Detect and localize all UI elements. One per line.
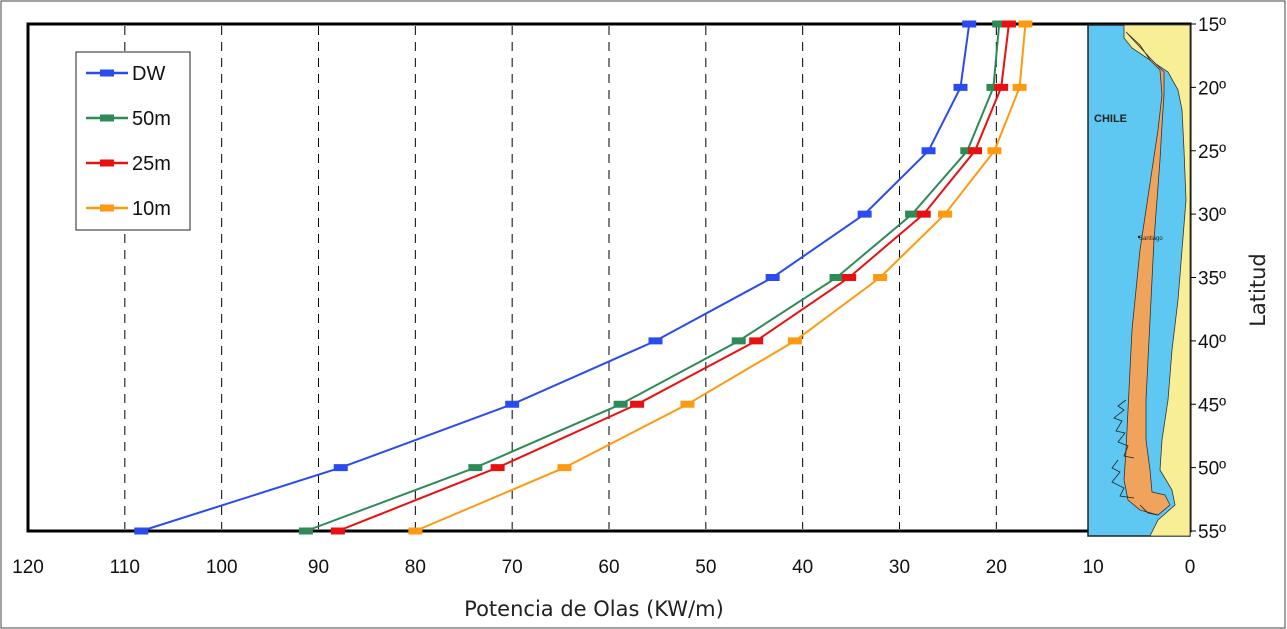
x-tick-labels: 120 110 100 90 80 70 60 50 40 30 20 10 0: [12, 557, 1195, 578]
y-tick-label: 40º: [1198, 332, 1226, 353]
x-tick-label: 70: [502, 557, 523, 578]
map-city-label: Santiago: [1139, 236, 1163, 242]
legend-label-10m: 10m: [132, 198, 171, 220]
legend-marker-50m: [100, 114, 114, 122]
y-tick-labels: 15º 20º 25º 30º 35º 40º 45º 50º 55º: [1190, 15, 1226, 543]
chile-map-inset: CHILE Santiago: [1087, 24, 1191, 537]
series-markers: [134, 20, 1033, 535]
y-tick-label: 35º: [1198, 269, 1226, 290]
legend-label-DW: DW: [132, 63, 165, 85]
data-point-25m: [490, 464, 505, 472]
y-tick-label: 45º: [1198, 395, 1226, 416]
data-point-10m: [680, 400, 695, 408]
data-point-DW: [648, 337, 663, 345]
x-tick-label: 90: [308, 557, 329, 578]
y-tick-label: 15º: [1198, 15, 1226, 36]
data-point-50m: [468, 464, 483, 472]
data-point-DW: [921, 147, 936, 155]
data-point-DW: [962, 20, 977, 28]
map-coast-islands: [1111, 399, 1159, 516]
data-point-DW: [765, 274, 780, 281]
data-point-50m: [613, 400, 628, 408]
map-country-label: CHILE: [1094, 113, 1127, 125]
map-chile: [1123, 31, 1171, 516]
data-point-25m: [630, 400, 645, 408]
data-point-DW: [857, 210, 872, 218]
data-point-10m: [1018, 20, 1033, 28]
data-point-50m: [992, 20, 1007, 28]
data-point-10m: [987, 147, 1002, 155]
legend: DW 50m 25m 10m: [75, 51, 191, 231]
data-point-DW: [953, 83, 968, 91]
data-point-50m: [986, 83, 1001, 91]
x-tick-label: 50: [695, 557, 716, 578]
data-point-50m: [731, 337, 746, 345]
y-tick-label: 20º: [1198, 78, 1226, 99]
x-tick-label: 40: [792, 557, 813, 578]
legend-box: [75, 51, 191, 231]
y-tick-label: 50º: [1198, 459, 1226, 480]
legend-marker-10m: [100, 204, 114, 212]
legend-marker-DW: [100, 69, 114, 77]
data-point-10m: [873, 274, 888, 281]
x-tick-label: 0: [1185, 557, 1196, 578]
data-point-50m: [905, 210, 920, 218]
x-tick-label: 110: [110, 557, 140, 578]
data-point-25m: [968, 147, 983, 155]
data-point-25m: [916, 210, 931, 218]
y-tick-label: 30º: [1198, 205, 1226, 226]
data-point-DW: [134, 527, 149, 535]
legend-label-50m: 50m: [132, 108, 171, 130]
data-point-25m: [842, 274, 857, 281]
x-tick-label: 100: [206, 557, 238, 578]
data-point-DW: [505, 400, 520, 408]
x-tick-label: 120: [12, 557, 44, 578]
data-point-10m: [787, 337, 802, 345]
data-point-10m: [938, 210, 953, 218]
data-point-10m: [408, 527, 423, 535]
x-tick-label: 30: [889, 557, 910, 578]
data-point-25m: [994, 83, 1009, 91]
y-tick-label: 55º: [1198, 522, 1226, 543]
x-tick-label: 80: [405, 557, 426, 578]
data-point-DW: [333, 464, 348, 472]
x-tick-label: 20: [986, 557, 1007, 578]
data-point-10m: [557, 464, 572, 472]
y-axis-title: Latitud: [1246, 253, 1270, 327]
data-point-25m: [330, 527, 345, 535]
data-point-50m: [298, 527, 313, 535]
legend-label-25m: 25m: [132, 153, 171, 175]
x-tick-label: 10: [1083, 557, 1104, 578]
x-axis-title: Potencia de Olas (KW/m): [464, 597, 724, 621]
legend-marker-25m: [100, 159, 114, 167]
data-point-50m: [960, 147, 975, 155]
data-point-10m: [1012, 83, 1027, 91]
data-point-25m: [749, 337, 764, 345]
map-city-dot: [1137, 235, 1141, 239]
map-land: [1123, 24, 1191, 537]
data-point-25m: [1001, 20, 1016, 28]
x-tick-label: 60: [598, 557, 619, 578]
y-tick-label: 25º: [1198, 142, 1226, 163]
data-point-50m: [829, 274, 844, 281]
